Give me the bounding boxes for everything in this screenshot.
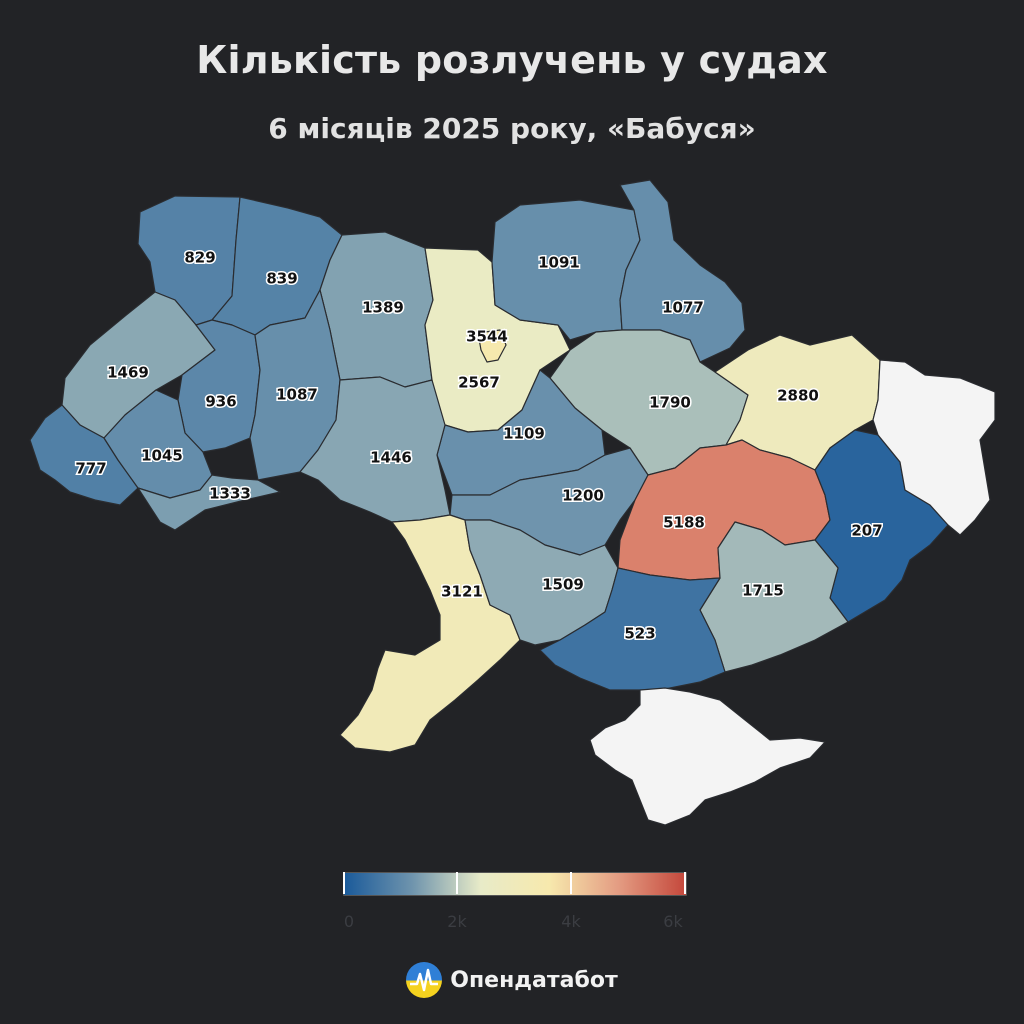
region-label-donetsk: 207 [851,522,882,540]
legend-label: 4k [561,912,581,931]
region-label-zaporizhzhia: 1715 [742,582,784,600]
region-label-chernivtsi: 1333 [209,485,251,503]
region-label-khmelnytskyi: 1087 [276,386,318,404]
labels-layer: 829 839 1389 3544 2567 1091 1077 1469 936 1087 179… [74,247,884,644]
region-label-kirovohrad: 1200 [562,487,604,505]
regions-layer [29,179,996,826]
map-subtitle: 6 місяців 2025 року, «Бабуся» [268,112,756,145]
opendatabot-logo-icon [406,962,443,998]
legend-label: 6k [663,912,683,931]
region-label-chernihiv: 1091 [538,254,580,272]
region-label-rivne: 839 [266,270,297,288]
region-label-odesa: 3121 [441,583,483,601]
color-legend: 0 2k 4k 6k [343,872,687,932]
region-label-kyiv-city: 3544 [466,328,508,346]
region-label-ivano-frankivsk: 1045 [141,447,183,465]
region-label-vinnytsia: 1446 [370,449,412,467]
region-label-zhytomyr: 1389 [362,299,404,317]
region-ternopil [177,319,261,453]
region-chernivtsi [137,474,281,531]
region-label-kyiv-oblast: 2567 [458,374,500,392]
region-kherson [539,567,726,691]
region-label-sumy: 1077 [662,299,704,317]
region-crimea [589,687,826,826]
region-label-ternopil: 936 [205,393,236,411]
legend-tick [456,872,458,894]
brand: Опендатабот [0,962,1024,998]
region-label-mykolaiv: 1509 [542,576,584,594]
region-label-cherkasy: 1109 [503,425,545,443]
legend-label: 2k [447,912,467,931]
legend-tick [684,872,686,894]
region-label-lviv: 1469 [107,364,149,382]
legend-tick [343,872,345,894]
region-label-volyn: 829 [184,249,215,267]
region-sumy [619,179,746,363]
region-label-dnipropetrovsk: 5188 [663,514,705,532]
region-label-zakarpattia: 777 [75,460,106,478]
region-ivano-frankivsk [103,389,213,499]
region-label-kharkiv: 2880 [777,387,819,405]
region-luhansk [872,359,996,536]
legend-tick [570,872,572,894]
region-label-kherson: 523 [624,625,655,643]
legend-gradient-bar [343,872,687,896]
region-label-poltava: 1790 [649,394,691,412]
legend-label: 0 [343,912,355,931]
brand-name: Опендатабот [450,967,618,993]
map-title: Кількість розлучень у судах [196,38,828,82]
region-kyiv-city [477,329,507,363]
